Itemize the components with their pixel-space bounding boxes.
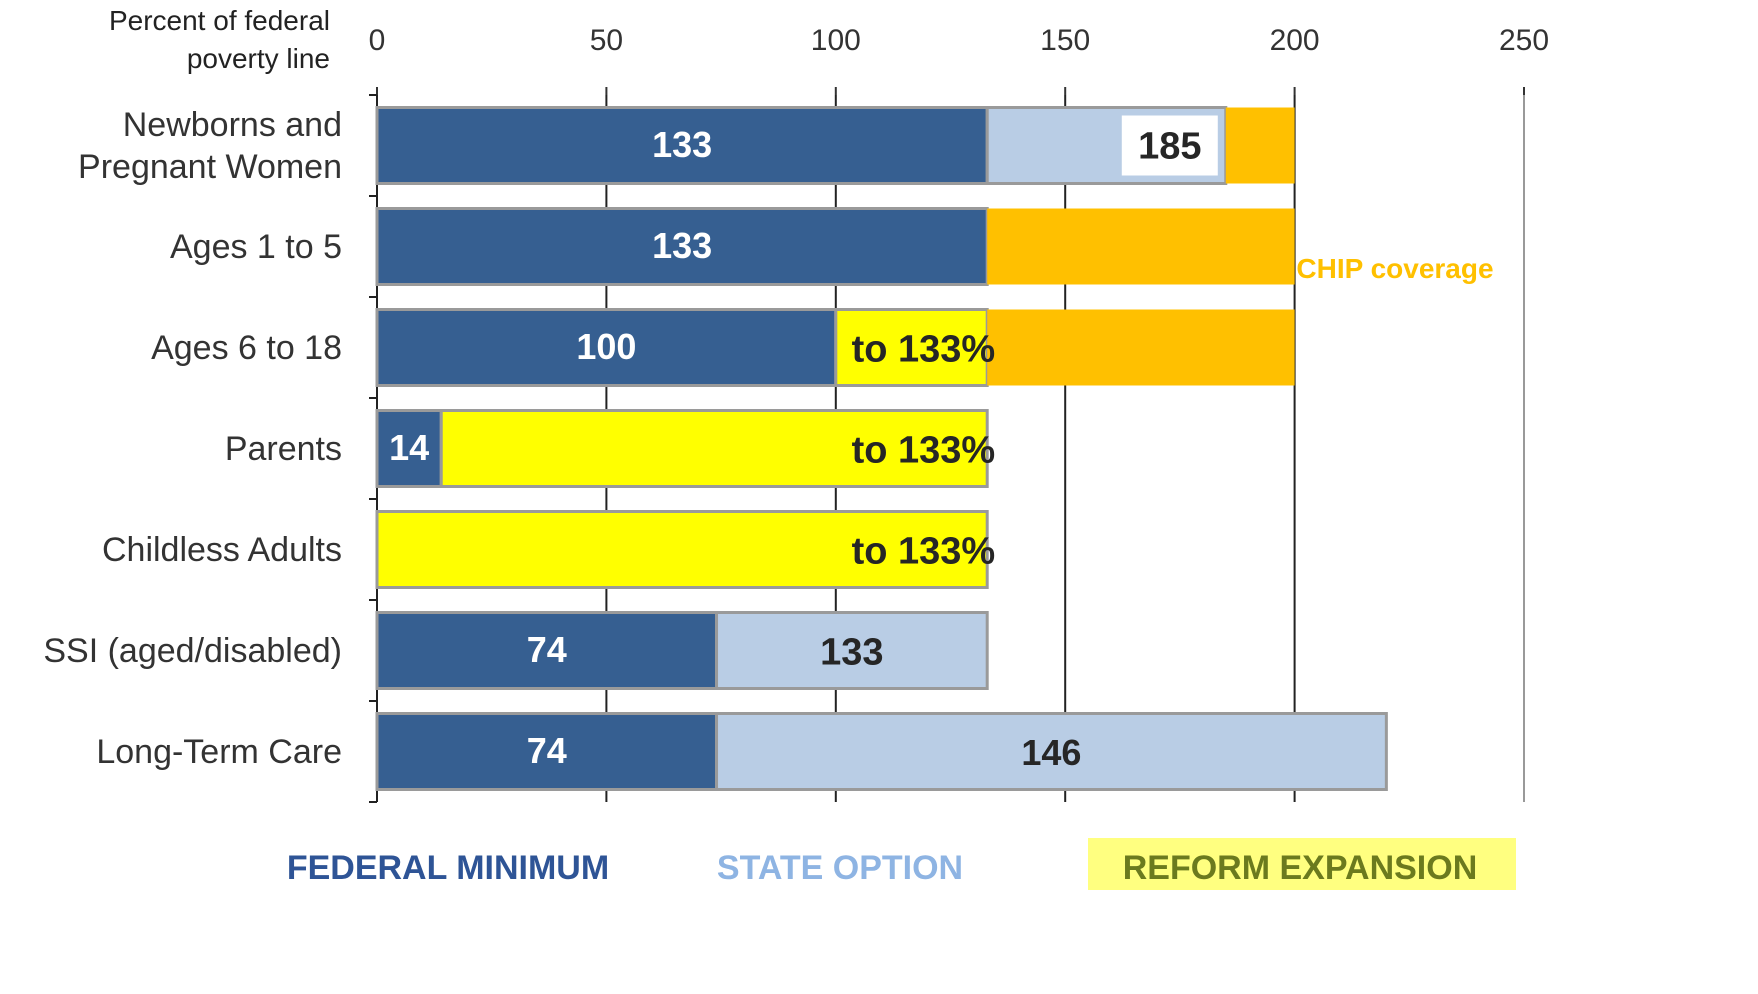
- data-label: 74: [527, 629, 567, 670]
- bar-segment: [375, 510, 989, 589]
- annotation: to 133%: [852, 430, 996, 472]
- x-tick-label: 50: [590, 24, 623, 57]
- legend-highlight: [1088, 838, 1516, 890]
- data-label: 74: [527, 730, 567, 771]
- annotation: to 133%: [852, 531, 996, 573]
- bar-segment: [987, 309, 1295, 386]
- annotation: 185: [1138, 126, 1201, 168]
- y-tick-label: Ages 6 to 18: [151, 328, 342, 367]
- x-tick-label: 100: [811, 24, 861, 57]
- bar-segment: [375, 308, 838, 387]
- annotation-box: [1121, 115, 1218, 176]
- x-tick-label: 200: [1270, 24, 1320, 57]
- bar-segment: [375, 611, 719, 690]
- x-tick-label: 250: [1499, 24, 1549, 57]
- bar-segment: [834, 308, 989, 387]
- legend-label: REFORM EXPANSION: [1123, 849, 1478, 887]
- y-tick-label: SSI (aged/disabled): [43, 631, 342, 670]
- x-tick-label: 150: [1040, 24, 1090, 57]
- bar-segment: [375, 409, 443, 488]
- y-tick-label: Long-Term Care: [96, 732, 342, 771]
- y-tick-label: Ages 1 to 5: [169, 227, 342, 266]
- x-tick-label: 0: [369, 24, 386, 57]
- series-label: CHIP coverage: [1296, 252, 1494, 284]
- data-label: 133: [652, 124, 712, 165]
- y-tick-label: Childless Adults: [101, 530, 342, 569]
- bar-segment: [987, 208, 1295, 285]
- legend-label: FEDERAL MINIMUM: [287, 849, 609, 887]
- bar-segment: [715, 712, 1388, 791]
- annotation: to 133%: [852, 329, 996, 371]
- bar-segment: [375, 712, 719, 791]
- data-label: 133: [652, 225, 712, 266]
- bar-segment: [715, 611, 989, 690]
- y-tick-label: Parents: [224, 429, 342, 468]
- x-axis-title: Percent of federal poverty line: [108, 5, 330, 74]
- data-label: 146: [1021, 732, 1081, 773]
- annotation: 133: [820, 632, 883, 674]
- bar-segment: [375, 106, 989, 185]
- bar-segment: [375, 207, 989, 286]
- legend-label: STATE OPTION: [717, 849, 963, 887]
- bar-segment: [439, 409, 989, 488]
- bar-segment: [1225, 107, 1295, 184]
- data-label: 14: [389, 427, 429, 468]
- data-label: 100: [576, 326, 636, 367]
- y-tick-label: Newborns and Pregnant Women: [78, 105, 342, 186]
